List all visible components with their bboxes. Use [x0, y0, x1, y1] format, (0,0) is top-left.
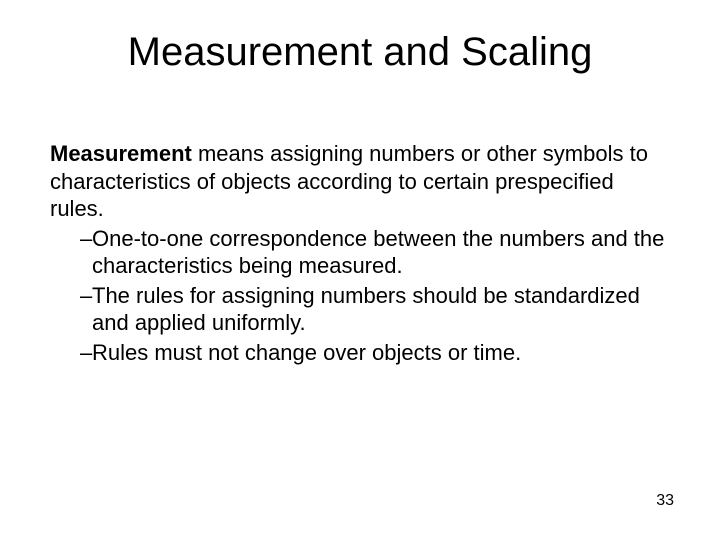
dash-icon: –: [50, 282, 92, 337]
bullet-list: – One-to-one correspondence between the …: [50, 225, 670, 367]
bullet-text: Rules must not change over objects or ti…: [92, 339, 670, 367]
bullet-text: The rules for assigning numbers should b…: [92, 282, 670, 337]
bullet-text: One-to-one correspondence between the nu…: [92, 225, 670, 280]
list-item: – Rules must not change over objects or …: [50, 339, 670, 367]
term: Measurement: [50, 141, 192, 166]
slide-title: Measurement and Scaling: [0, 30, 720, 75]
list-item: – One-to-one correspondence between the …: [50, 225, 670, 280]
definition-paragraph: Measurement means assigning numbers or o…: [50, 140, 670, 223]
page-number: 33: [656, 492, 674, 510]
slide: Measurement and Scaling Measurement mean…: [0, 0, 720, 540]
dash-icon: –: [50, 225, 92, 280]
list-item: – The rules for assigning numbers should…: [50, 282, 670, 337]
dash-icon: –: [50, 339, 92, 367]
slide-body: Measurement means assigning numbers or o…: [50, 140, 670, 366]
